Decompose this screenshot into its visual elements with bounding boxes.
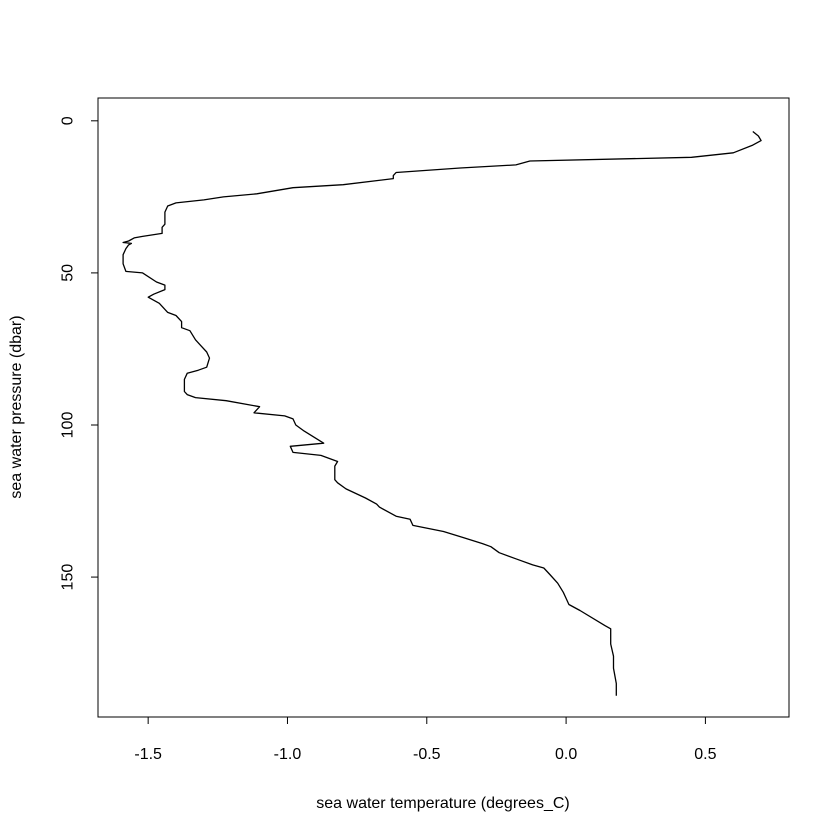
x-axis: -1.5 -1.0 -0.5 0.0 0.5 bbox=[134, 716, 717, 763]
y-axis: 0 50 100 150 bbox=[60, 116, 99, 590]
y-tick-label: 100 bbox=[60, 412, 77, 439]
x-tick-label: -1.0 bbox=[274, 746, 302, 763]
y-tick-label: 150 bbox=[60, 564, 77, 591]
y-tick-label: 50 bbox=[60, 264, 77, 282]
temperature-profile-line bbox=[122, 130, 762, 696]
x-tick-label: 0.5 bbox=[694, 746, 716, 763]
y-axis-title: sea water pressure (dbar) bbox=[8, 315, 25, 498]
x-tick-label: 0.0 bbox=[555, 746, 577, 763]
plot-frame bbox=[97, 97, 790, 718]
x-axis-title: sea water temperature (degrees_C) bbox=[316, 795, 569, 812]
y-tick-label: 0 bbox=[60, 116, 77, 125]
x-tick-label: -1.5 bbox=[134, 746, 162, 763]
x-tick-label: -0.5 bbox=[413, 746, 441, 763]
